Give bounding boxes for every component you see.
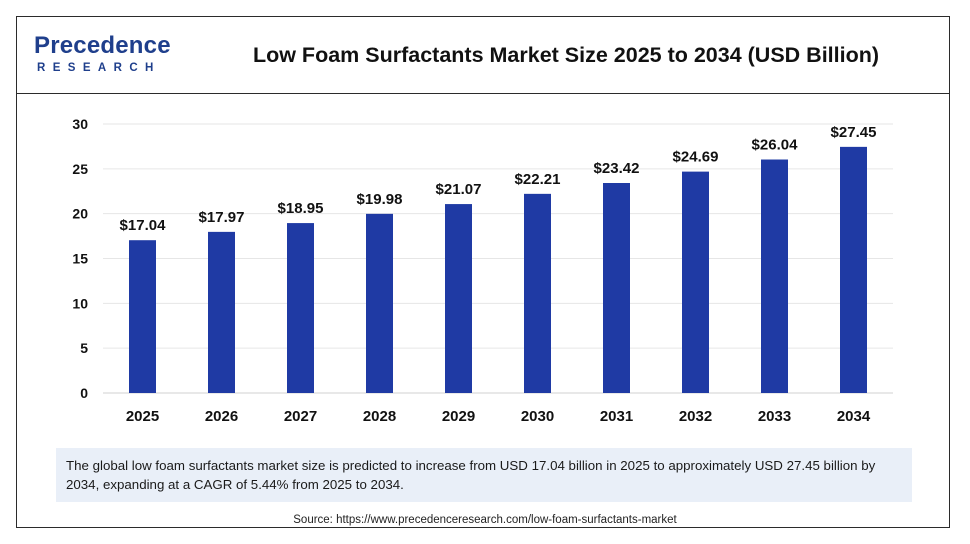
- x-tick-label: 2033: [758, 408, 791, 425]
- y-tick-label: 5: [80, 340, 88, 356]
- bar-value-label: $19.98: [357, 191, 403, 208]
- logo-brand-bottom: RESEARCH: [37, 62, 161, 74]
- bar: [524, 193, 551, 393]
- y-tick-label: 15: [72, 251, 88, 267]
- bar-value-label: $26.04: [752, 137, 799, 154]
- x-tick-label: 2034: [837, 408, 871, 425]
- header: Precedence RESEARCH Low Foam Surfactants…: [16, 16, 950, 94]
- logo-brand-top: Precedence: [34, 32, 171, 59]
- bar-value-label: $21.07: [436, 181, 482, 198]
- bar: [445, 204, 472, 393]
- chart-frame: [16, 16, 950, 528]
- chart-title: Low Foam Surfactants Market Size 2025 to…: [252, 43, 880, 67]
- bar-value-label: $22.21: [515, 171, 561, 188]
- bar-value-label: $18.95: [278, 200, 324, 217]
- x-tick-label: 2027: [284, 408, 317, 425]
- y-tick-label: 20: [72, 206, 88, 222]
- y-tick-label: 25: [72, 161, 88, 177]
- y-tick-label: 10: [72, 295, 88, 311]
- x-tick-label: 2025: [126, 408, 159, 425]
- bar: [761, 159, 788, 393]
- x-tick-label: 2030: [521, 408, 554, 425]
- source-note: Source: https://www.precedenceresearch.c…: [293, 514, 677, 526]
- brand-logo: Precedence RESEARCH: [34, 32, 184, 76]
- bar-value-label: $17.97: [199, 209, 245, 226]
- bar: [366, 213, 393, 393]
- bar: [208, 231, 235, 393]
- bar: [840, 146, 867, 393]
- y-tick-label: 30: [72, 116, 88, 132]
- description-box: The global low foam surfactants market s…: [56, 448, 912, 502]
- x-tick-label: 2029: [442, 408, 475, 425]
- bar-value-label: $23.42: [594, 160, 640, 177]
- y-tick-label: 0: [80, 385, 88, 401]
- x-tick-label: 2032: [679, 408, 712, 425]
- bar: [682, 171, 709, 393]
- bar: [287, 223, 314, 393]
- x-tick-label: 2028: [363, 408, 396, 425]
- bar: [129, 240, 156, 393]
- bar-value-label: $17.04: [120, 217, 167, 234]
- bar-value-label: $27.45: [831, 124, 877, 141]
- bar-value-label: $24.69: [673, 149, 719, 166]
- x-tick-label: 2031: [600, 408, 633, 425]
- bar: [603, 183, 630, 393]
- x-tick-label: 2026: [205, 408, 238, 425]
